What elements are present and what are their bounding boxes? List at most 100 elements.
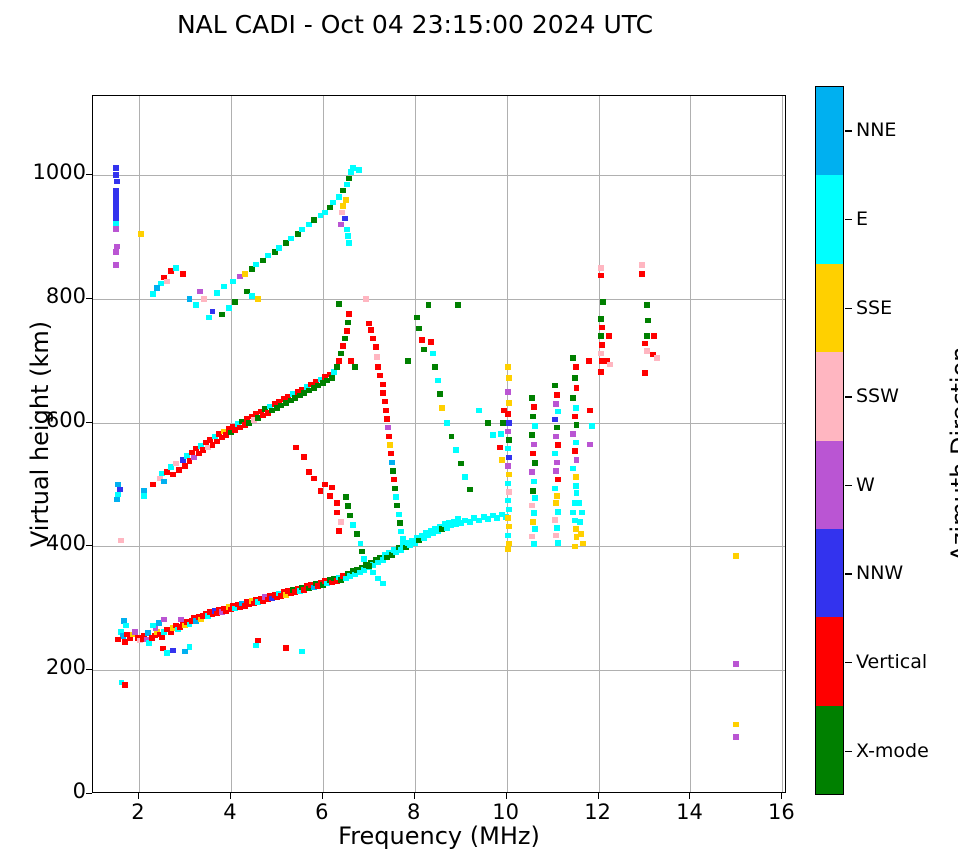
- echo-point: [571, 375, 578, 381]
- echo-point: [287, 235, 294, 242]
- echo-point: [115, 491, 122, 498]
- echo-point: [326, 492, 333, 499]
- echo-point: [597, 315, 604, 322]
- echo-point: [179, 457, 186, 463]
- colorbar-segment-x-mode[interactable]: [816, 705, 843, 794]
- echo-point: [319, 380, 326, 386]
- echo-point: [347, 573, 354, 579]
- echo-point: [349, 522, 356, 528]
- echo-point: [379, 381, 386, 388]
- echo-point: [551, 485, 558, 492]
- echo-point: [266, 403, 273, 410]
- echo-point: [218, 311, 225, 318]
- x-axis-tick-label: 16: [768, 800, 795, 824]
- echo-point: [494, 515, 501, 521]
- echo-point: [649, 351, 656, 358]
- y-axis-tick: [86, 421, 92, 423]
- echo-point: [571, 543, 578, 550]
- echo-point: [123, 622, 130, 629]
- echo-point: [397, 528, 404, 535]
- echo-point: [152, 632, 159, 639]
- echo-point: [489, 432, 496, 438]
- echo-point: [402, 544, 409, 551]
- echo-point: [250, 417, 257, 424]
- echo-point: [201, 296, 208, 302]
- echo-point: [505, 400, 512, 406]
- echo-point: [579, 509, 586, 516]
- colorbar-tick: [845, 307, 852, 309]
- colorbar-segment-sse[interactable]: [816, 263, 843, 353]
- echo-point: [310, 584, 317, 591]
- echo-point: [322, 209, 329, 216]
- echo-point: [600, 299, 607, 305]
- colorbar-segment-nnw[interactable]: [816, 528, 843, 618]
- colorbar-label-ssw: SSW: [856, 385, 899, 408]
- echo-point: [528, 469, 535, 475]
- echo-point: [326, 204, 333, 211]
- echo-point: [315, 382, 322, 389]
- echo-point: [485, 419, 492, 426]
- echo-point: [342, 494, 349, 500]
- echo-point: [532, 495, 539, 501]
- echo-point: [273, 405, 280, 411]
- echo-point: [439, 405, 446, 411]
- x-axis-tick-label: 4: [223, 800, 237, 824]
- echo-point: [555, 442, 562, 448]
- echo-point: [553, 468, 560, 474]
- echo-point: [338, 577, 345, 583]
- colorbar[interactable]: [815, 86, 844, 795]
- echo-point: [504, 515, 511, 521]
- y-axis-tick: [86, 297, 92, 299]
- gridline-horizontal: [93, 546, 785, 548]
- echo-point: [234, 421, 241, 427]
- echo-point: [420, 535, 427, 541]
- colorbar-segment-e[interactable]: [816, 175, 843, 264]
- echo-point: [407, 542, 414, 549]
- echo-point: [253, 261, 260, 268]
- echo-point: [271, 401, 278, 407]
- echo-point: [315, 583, 322, 589]
- echo-point: [505, 523, 512, 530]
- echo-point: [248, 413, 255, 420]
- echo-point: [573, 385, 580, 391]
- echo-point: [347, 512, 354, 519]
- echo-point: [301, 587, 308, 593]
- echo-point: [554, 459, 561, 466]
- echo-point: [603, 358, 610, 364]
- colorbar-segment-ssw[interactable]: [816, 352, 843, 441]
- echo-point: [112, 226, 119, 232]
- echo-point: [301, 453, 308, 460]
- echo-point: [317, 212, 324, 219]
- echo-point: [246, 419, 253, 426]
- echo-point: [333, 509, 340, 516]
- echo-point: [248, 293, 255, 299]
- gridline-vertical: [690, 96, 692, 792]
- echo-point: [329, 375, 335, 381]
- echo-point: [202, 439, 209, 446]
- echo-point: [551, 450, 558, 457]
- echo-point: [434, 377, 441, 384]
- colorbar-segment-vertical[interactable]: [816, 617, 843, 706]
- echo-point: [504, 445, 511, 452]
- colorbar-tick: [845, 130, 852, 132]
- echo-point: [207, 437, 214, 443]
- colorbar-tick: [845, 396, 852, 398]
- echo-point: [186, 643, 193, 650]
- y-axis-tick-label: 600: [45, 407, 86, 432]
- gridline-horizontal: [93, 175, 785, 177]
- echo-point: [505, 506, 512, 513]
- x-axis-tick: [689, 793, 691, 799]
- echo-point: [528, 502, 535, 509]
- colorbar-segment-nne[interactable]: [816, 87, 843, 176]
- echo-point: [368, 327, 375, 333]
- echo-point: [385, 433, 392, 440]
- echo-point: [306, 387, 312, 394]
- echo-point: [427, 339, 434, 346]
- colorbar-segment-w[interactable]: [816, 440, 843, 529]
- echo-point: [365, 320, 372, 327]
- echo-point: [204, 613, 211, 619]
- echo-point: [384, 554, 391, 561]
- echo-point: [504, 532, 511, 539]
- echo-point: [733, 661, 740, 667]
- echo-point: [303, 384, 310, 390]
